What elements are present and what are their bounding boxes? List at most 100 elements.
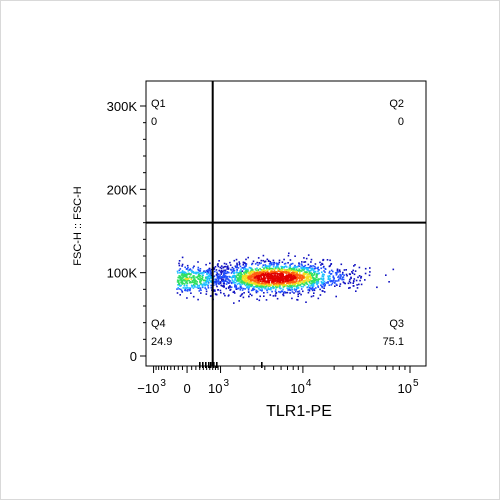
event-dot <box>268 277 271 280</box>
event-dot <box>179 276 181 279</box>
event-dot <box>289 273 291 275</box>
event-dot <box>281 272 284 275</box>
event-dot <box>281 261 284 263</box>
event-dot <box>185 287 187 289</box>
event-dot <box>310 285 312 287</box>
event-dot <box>256 290 259 293</box>
event-dot <box>240 274 242 276</box>
event-dot <box>292 280 294 283</box>
event-dot <box>286 280 288 282</box>
event-dot <box>259 271 262 274</box>
event-dot <box>291 262 294 265</box>
event-dot <box>304 267 306 269</box>
density-layer <box>176 252 395 368</box>
event-dot <box>255 286 258 288</box>
event-dot <box>190 281 192 284</box>
event-dot <box>293 270 295 273</box>
event-dot <box>181 280 183 283</box>
event-dot <box>348 280 351 283</box>
event-dot <box>261 266 264 268</box>
event-dot <box>198 284 201 287</box>
event-dot <box>289 259 292 261</box>
event-dot <box>223 273 225 276</box>
event-dot <box>322 283 324 286</box>
event-dot <box>277 263 279 266</box>
event-dot <box>267 284 269 287</box>
event-dot <box>320 267 322 270</box>
event-dot <box>199 275 201 277</box>
event-dot <box>328 270 331 273</box>
event-dot <box>204 271 207 273</box>
event-dot <box>180 271 182 274</box>
event-dot <box>316 280 318 283</box>
event-dot <box>340 274 342 276</box>
event-dot <box>312 282 315 284</box>
event-dot <box>210 273 213 275</box>
event-dot <box>323 280 326 283</box>
event-dot <box>305 257 308 260</box>
event-dot <box>330 269 333 272</box>
event-dot <box>185 268 188 270</box>
event-dot <box>321 263 324 265</box>
event-dot <box>298 292 301 295</box>
event-dot <box>258 282 260 284</box>
event-dot <box>321 290 324 292</box>
event-dot <box>311 269 313 271</box>
event-dot <box>245 268 247 271</box>
event-dot <box>290 267 292 270</box>
quadrant-name-q2: Q2 <box>389 98 404 110</box>
event-dot <box>236 265 238 268</box>
event-dot <box>188 287 191 289</box>
event-dot <box>223 262 226 265</box>
event-dot <box>337 276 339 278</box>
event-dot <box>239 295 242 297</box>
event-dot <box>199 287 202 289</box>
event-dot <box>252 260 255 263</box>
x-tick-label: 0 <box>183 381 190 396</box>
event-dot <box>313 270 316 273</box>
event-dot <box>317 272 320 275</box>
event-dot <box>335 274 338 276</box>
event-dot <box>208 275 211 278</box>
event-dot <box>278 290 280 293</box>
event-dot <box>299 279 301 282</box>
event-dot <box>241 278 244 281</box>
event-dot <box>184 288 187 290</box>
event-dot <box>265 271 267 274</box>
event-dot <box>193 282 196 285</box>
event-dot <box>314 279 317 282</box>
event-dot <box>272 261 275 264</box>
event-dot <box>199 280 201 283</box>
event-dot <box>246 274 249 277</box>
event-dot <box>312 281 314 283</box>
event-dot <box>235 266 237 269</box>
event-dot <box>251 284 254 286</box>
event-dot <box>228 271 230 274</box>
event-dot <box>299 277 301 279</box>
event-dot <box>191 271 193 274</box>
event-dot <box>265 299 268 301</box>
event-dot <box>190 278 192 281</box>
event-dot <box>290 274 293 277</box>
event-dot <box>246 270 248 273</box>
event-dot <box>274 266 277 268</box>
event-dot <box>226 268 228 270</box>
event-dot <box>233 280 235 283</box>
event-dot <box>334 280 337 282</box>
event-dot <box>231 276 234 278</box>
event-dot <box>198 270 201 272</box>
event-dot <box>208 279 211 282</box>
event-dot <box>240 294 243 296</box>
event-dot <box>255 282 258 284</box>
event-dot <box>332 276 335 279</box>
event-dot <box>345 269 347 271</box>
event-dot <box>291 268 294 270</box>
event-dot <box>289 292 291 294</box>
event-dot <box>368 274 371 277</box>
event-dot <box>278 273 280 275</box>
event-dot <box>224 276 227 278</box>
event-dot <box>228 286 230 288</box>
event-dot <box>251 263 253 266</box>
event-dot <box>216 264 219 266</box>
